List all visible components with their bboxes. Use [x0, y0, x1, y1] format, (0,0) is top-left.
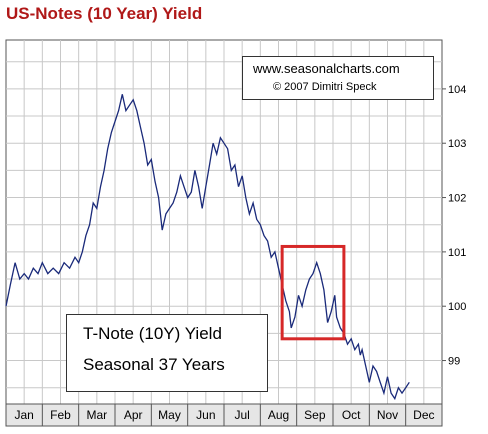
highlight-box: [280, 244, 346, 341]
y-tick-label: 102: [448, 193, 466, 205]
x-tick-label: Aug: [268, 408, 289, 422]
credit-url: www.seasonalcharts.com: [253, 61, 400, 76]
x-tick-label: Oct: [342, 408, 361, 422]
y-tick-label: 99: [448, 356, 460, 368]
x-tick-label: Nov: [377, 408, 398, 422]
y-tick-label: 101: [448, 247, 466, 259]
y-axis: 99 100 101 102 103 104: [442, 84, 466, 368]
x-tick-label: Jan: [14, 408, 33, 422]
legend-line-1: T-Note (10Y) Yield: [83, 324, 222, 343]
y-tick-label: 104: [448, 84, 466, 96]
x-tick-label: May: [158, 408, 181, 422]
series-line: [5, 94, 410, 401]
x-tick-label: Feb: [50, 408, 71, 422]
x-tick-label: Dec: [413, 408, 434, 422]
y-tick-label: 100: [448, 301, 466, 313]
x-tick-label: Sep: [304, 408, 326, 422]
x-tick-label: Jul: [234, 408, 249, 422]
chart-title: US-Notes (10 Year) Yield: [6, 4, 203, 23]
y-tick-label: 103: [448, 138, 466, 150]
credit-box: www.seasonalcharts.com © 2007 Dimitri Sp…: [242, 56, 434, 100]
x-tick-label: Apr: [124, 408, 143, 422]
x-tick-label: Mar: [86, 408, 107, 422]
credit-copyright: © 2007 Dimitri Speck: [273, 81, 377, 93]
legend-box: T-Note (10Y) Yield Seasonal 37 Years: [66, 314, 268, 392]
legend-line-2: Seasonal 37 Years: [83, 355, 225, 374]
x-axis: Jan Feb Mar Apr May Jun Jul Aug Sep Oct Nov Dec: [14, 404, 435, 426]
x-tick-label: Jun: [196, 408, 215, 422]
